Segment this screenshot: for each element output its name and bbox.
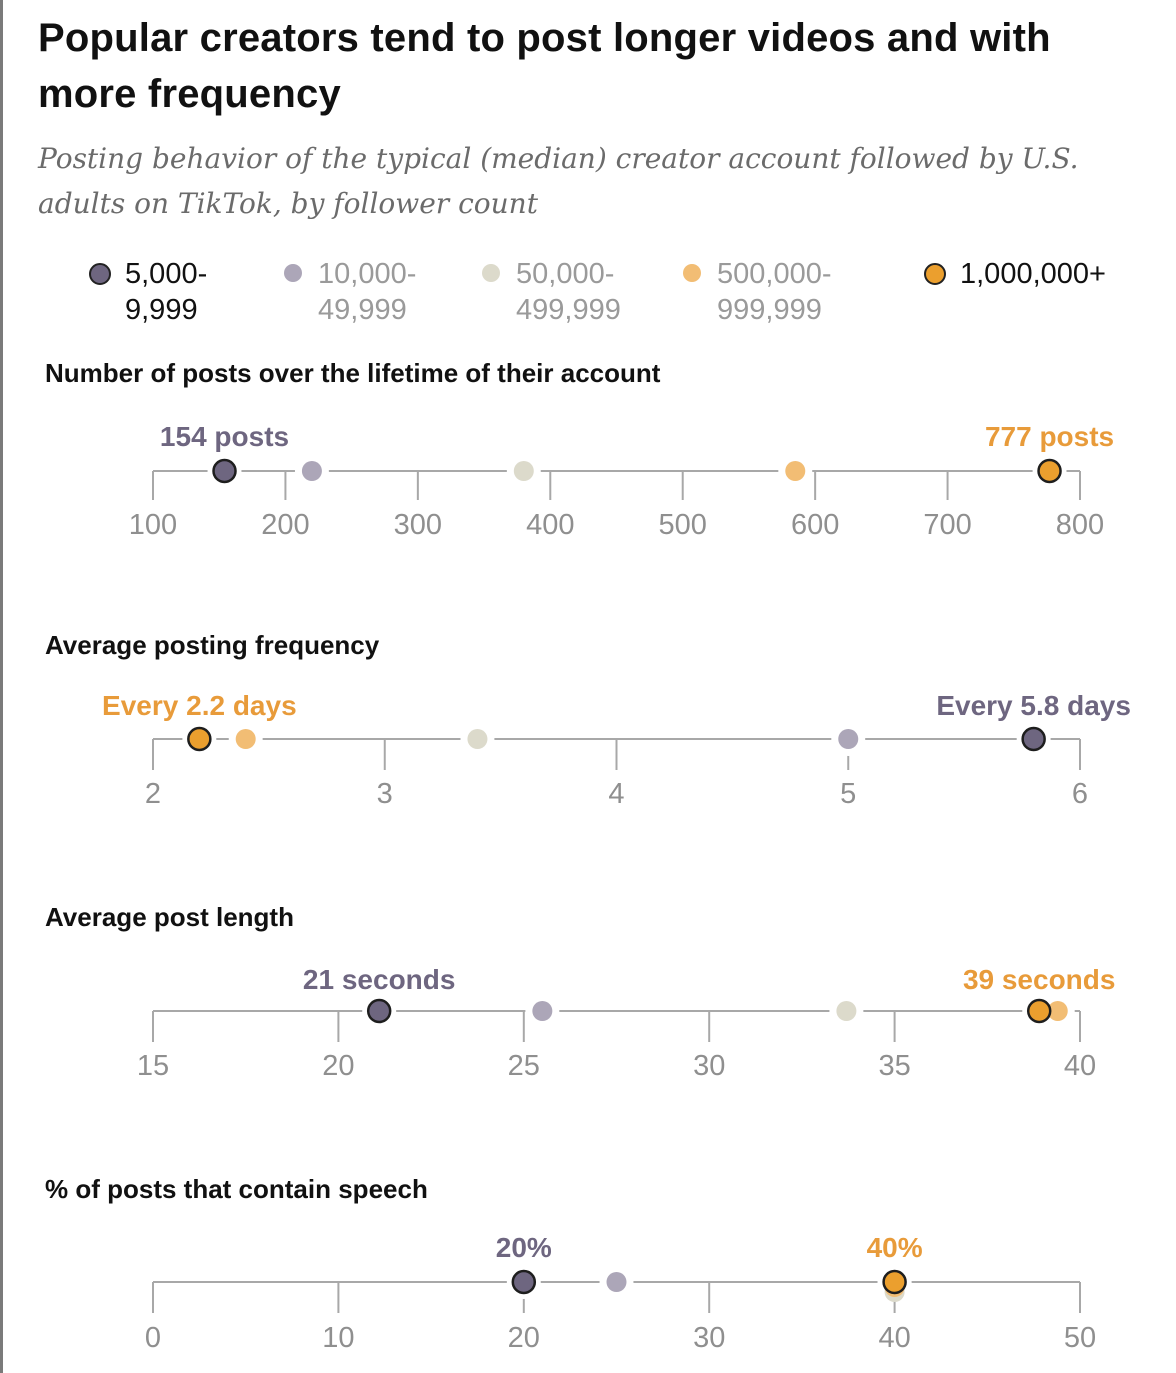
tick-label: 5 bbox=[840, 778, 856, 810]
tick-label: 30 bbox=[693, 1050, 725, 1082]
legend-dot-icon bbox=[924, 263, 946, 285]
legend-label-line2: 999,999 bbox=[717, 294, 822, 326]
tick-label: 2 bbox=[145, 778, 161, 810]
legend-label-line1: 50,000- bbox=[516, 258, 615, 290]
legend-label-line1: 500,000- bbox=[717, 258, 832, 290]
dot-50-000-499-999 bbox=[513, 461, 534, 481]
legend: 5,000- 9,999 10,000- 49,999 50,000- 499,… bbox=[0, 256, 1176, 336]
dot-5-000-9-999 bbox=[1021, 726, 1046, 752]
dot-1-000-000- bbox=[1037, 458, 1062, 484]
value-annotation: 21 seconds bbox=[303, 964, 456, 995]
dot-10-000-49-999 bbox=[532, 1001, 553, 1021]
tick-label: 400 bbox=[526, 509, 574, 541]
dot-50-000-499-999 bbox=[836, 1001, 857, 1021]
tick-label: 20 bbox=[322, 1050, 354, 1082]
legend-label-line1: 10,000- bbox=[318, 258, 417, 290]
legend-label-line1: 5,000- bbox=[125, 258, 208, 290]
tick-label: 40 bbox=[878, 1322, 910, 1354]
tick-label: 200 bbox=[261, 509, 309, 541]
legend-label-line2: 499,999 bbox=[516, 294, 621, 326]
legend-item-10000-49999: 10,000- 49,999 bbox=[284, 256, 417, 328]
tick-label: 4 bbox=[608, 778, 624, 810]
tick-label: 800 bbox=[1056, 509, 1104, 541]
dot-10-000-49-999 bbox=[606, 1272, 627, 1292]
value-annotation: 39 seconds bbox=[963, 964, 1116, 995]
value-annotation: Every 5.8 days bbox=[936, 690, 1131, 721]
tick-label: 6 bbox=[1072, 778, 1088, 810]
tick-label: 100 bbox=[129, 509, 177, 541]
dot-500-000-999-999 bbox=[785, 461, 806, 481]
tick-label: 3 bbox=[377, 778, 393, 810]
legend-dot-icon bbox=[89, 263, 111, 285]
panel-title-posting-frequency: Average posting frequency bbox=[45, 630, 380, 660]
tick-label: 15 bbox=[137, 1050, 169, 1082]
dot-5-000-9-999 bbox=[511, 1269, 537, 1295]
tick-label: 0 bbox=[145, 1322, 161, 1354]
chart-title: Popular creators tend to post longer vid… bbox=[38, 16, 1051, 116]
tick-label: 700 bbox=[923, 509, 971, 541]
legend-label-line1: 1,000,000+ bbox=[960, 258, 1106, 290]
legend-item-5000-9999: 5,000- 9,999 bbox=[89, 256, 208, 328]
dot-500-000-999-999 bbox=[235, 729, 256, 749]
dot-500-000-999-999 bbox=[1047, 1001, 1068, 1021]
legend-item-50000-499999: 50,000- 499,999 bbox=[482, 256, 621, 328]
value-annotation: 40% bbox=[867, 1232, 923, 1263]
tick-label: 300 bbox=[394, 509, 442, 541]
legend-dot-icon bbox=[482, 264, 500, 282]
legend-item-500000-999999: 500,000- 999,999 bbox=[683, 256, 832, 328]
legend-item-1000000-plus: 1,000,000+ bbox=[924, 256, 1106, 292]
tick-label: 10 bbox=[322, 1322, 354, 1354]
panel-title-post-length: Average post length bbox=[45, 902, 294, 932]
tick-label: 40 bbox=[1064, 1050, 1096, 1082]
dot-10-000-49-999 bbox=[301, 461, 322, 481]
tick-label: 35 bbox=[878, 1050, 910, 1082]
panel-title-speech: % of posts that contain speech bbox=[45, 1174, 428, 1204]
dot-1-000-000- bbox=[187, 726, 212, 752]
value-annotation: Every 2.2 days bbox=[102, 690, 297, 721]
chart-subtitle: Posting behavior of the typical (median)… bbox=[38, 142, 1079, 220]
panel-title-lifetime-posts: Number of posts over the lifetime of the… bbox=[45, 358, 661, 388]
dot-50-000-499-999 bbox=[467, 729, 488, 749]
legend-label-line2: 49,999 bbox=[318, 294, 407, 326]
value-annotation: 154 posts bbox=[160, 421, 289, 452]
dot-1-000-000- bbox=[1026, 998, 1052, 1024]
tick-label: 30 bbox=[693, 1322, 725, 1354]
dot-5-000-9-999 bbox=[212, 458, 237, 484]
legend-label-line2: 9,999 bbox=[125, 294, 198, 326]
dot-5-000-9-999 bbox=[366, 998, 392, 1024]
legend-dot-icon bbox=[284, 264, 302, 282]
left-border bbox=[0, 0, 3, 1373]
tick-label: 20 bbox=[508, 1322, 540, 1354]
tick-label: 50 bbox=[1064, 1322, 1096, 1354]
dot-10-000-49-999 bbox=[838, 729, 859, 749]
tick-label: 25 bbox=[508, 1050, 540, 1082]
dot-1-000-000- bbox=[882, 1269, 907, 1295]
value-annotation: 20% bbox=[496, 1232, 552, 1263]
tick-label: 600 bbox=[791, 509, 839, 541]
legend-dot-icon bbox=[683, 264, 701, 282]
tick-label: 500 bbox=[659, 509, 707, 541]
value-annotation: 777 posts bbox=[985, 421, 1114, 452]
